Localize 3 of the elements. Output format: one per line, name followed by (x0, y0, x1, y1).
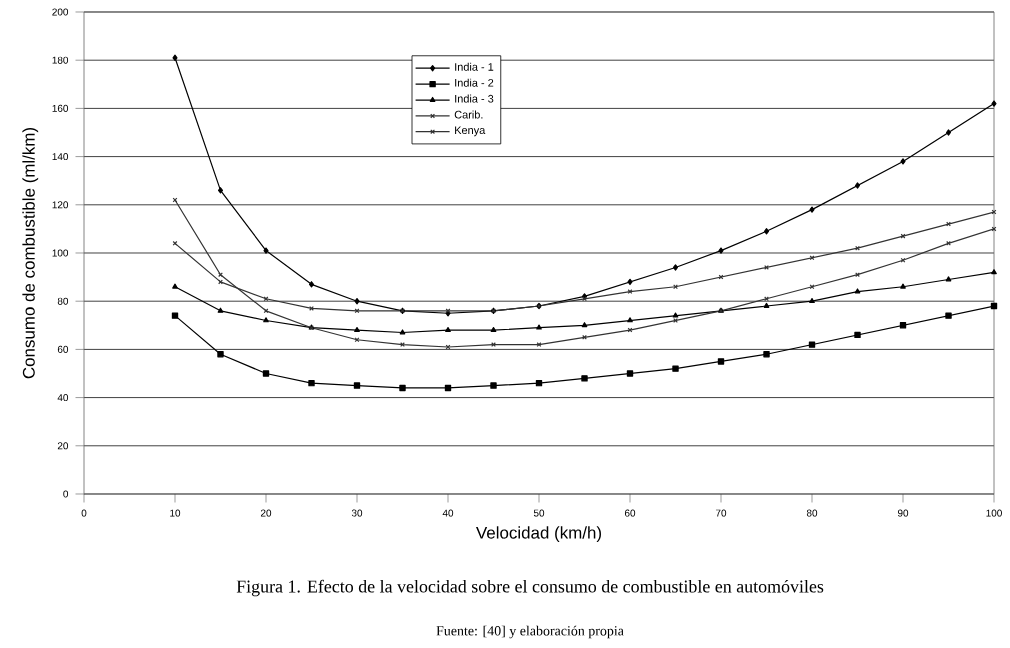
x-axis-title: Velocidad (km/h) (476, 526, 601, 543)
y-axis-title: Consumo de combustible (ml/km) (22, 127, 39, 379)
text: Figura 1. Efecto de la velocidad sobre el consumo de combustible en automóviles (236, 579, 824, 597)
